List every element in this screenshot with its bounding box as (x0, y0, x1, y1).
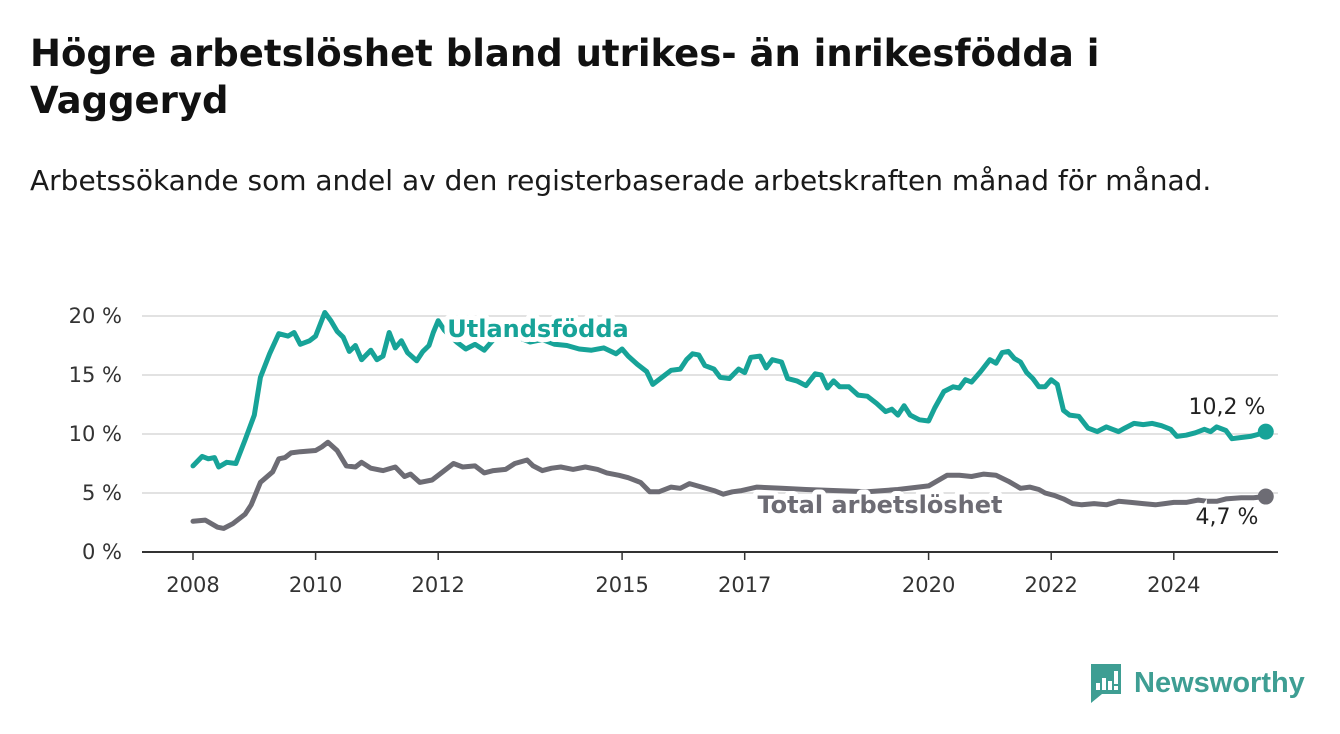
y-tick-label: 15 % (69, 363, 122, 387)
utlandsfodda-series-label: Utlandsfödda (447, 315, 628, 343)
brand-name: Newsworthy (1134, 666, 1305, 699)
x-tick-label: 2010 (289, 573, 342, 597)
x-tick-label: 2017 (718, 573, 771, 597)
x-axis: 2008 2010 2012 2015 2017 2020 2022 2024 (142, 551, 1278, 597)
y-tick-label: 0 % (82, 540, 122, 564)
y-tick-label: 20 % (69, 304, 122, 328)
x-tick-label: 2008 (166, 573, 219, 597)
x-tick-label: 2012 (411, 573, 464, 597)
total-end-label: 4,7 % (1196, 505, 1259, 530)
x-tick-label: 2024 (1147, 573, 1200, 597)
total-series-label: Total arbetslöshet (757, 491, 1002, 519)
x-tick-label: 2015 (595, 573, 648, 597)
utlandsfodda-end-dot (1257, 423, 1274, 440)
newsworthy-logo: Newsworthy (1088, 660, 1305, 706)
utlandsfodda-end-label: 10,2 % (1189, 395, 1266, 420)
total-line (190, 439, 1269, 531)
line-chart: 0 %5 %10 %15 %20 % 2008 2010 2012 2015 2017 2… (69, 304, 1278, 597)
y-tick-label: 5 % (82, 481, 122, 505)
chart-title: Högre arbetslöshet bland utrikes- än inr… (30, 32, 1100, 122)
total-end-dot (1257, 488, 1274, 505)
x-tick-label: 2020 (902, 573, 955, 597)
bar-chart-logo-icon (1091, 664, 1121, 703)
gridlines: 0 % 5 % 10 % 15 % 20 % (69, 304, 1278, 564)
utlandsfodda-line (190, 310, 1269, 470)
chart-subtitle: Arbetssökande som andel av den registerb… (30, 164, 1212, 197)
y-tick-label: 10 % (69, 422, 122, 446)
x-tick-label: 2022 (1024, 573, 1077, 597)
series-lines (190, 310, 1274, 531)
series-labels: Utlandsfödda Total arbetslöshet 10,2 % 4,7 … (442, 310, 1268, 533)
